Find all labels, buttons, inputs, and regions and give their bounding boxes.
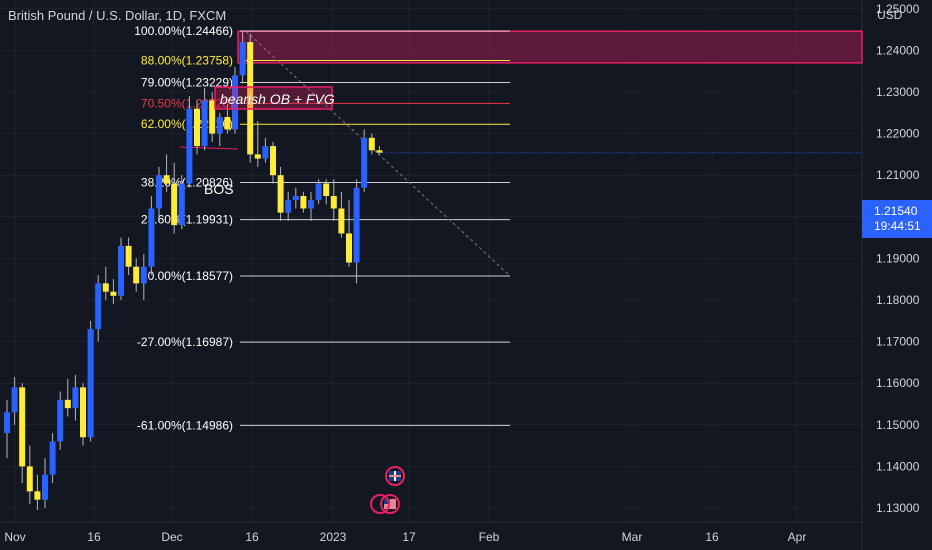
candle-body — [270, 146, 276, 176]
candle-body — [239, 42, 246, 76]
currency-label: USD — [877, 8, 903, 22]
candle-body — [254, 154, 261, 159]
fib-level-label: 100.00%(1.24466) — [134, 24, 233, 38]
candle-body — [49, 441, 56, 475]
candle-body — [72, 387, 79, 409]
price-tick-label: 1.18000 — [876, 293, 920, 307]
candle-body — [353, 187, 360, 263]
fib-level-label: 23.60%(1.19931) — [141, 213, 233, 227]
candle-body — [171, 183, 178, 226]
bar-countdown: 19:44:51 — [874, 219, 921, 233]
ob-zone — [237, 30, 863, 64]
candle-body — [11, 387, 18, 413]
last-price-tag: 1.21540 19:44:51 — [862, 200, 932, 238]
candle-body — [42, 474, 48, 500]
candle-body — [330, 196, 337, 209]
candle-body — [133, 266, 140, 284]
time-tick-label: 16 — [705, 530, 719, 544]
candle-body — [57, 399, 64, 442]
price-tick-label: 1.14000 — [876, 459, 920, 473]
candle-body — [308, 200, 314, 209]
candle-body — [125, 245, 132, 267]
time-tick-label: 17 — [402, 530, 416, 544]
bos-label: BOS — [204, 181, 234, 197]
us-flag-icon[interactable] — [370, 494, 400, 514]
ob-label-box — [214, 86, 333, 110]
price-tick-label: 1.22000 — [876, 127, 920, 141]
candle-body — [194, 108, 200, 147]
time-tick-label: 2023 — [320, 530, 347, 544]
candle-body — [140, 266, 147, 284]
candle-body — [64, 399, 71, 409]
candle-body — [186, 108, 193, 184]
candle-body — [34, 491, 41, 500]
candle-body — [368, 137, 375, 151]
candle-body — [247, 42, 254, 155]
fib-level-label: 88.00%(1.23758) — [141, 53, 233, 67]
price-tick-label: 1.19000 — [876, 251, 920, 265]
fib-level-label: -27.00%(1.16987) — [137, 335, 233, 349]
time-tick-label: Feb — [479, 530, 500, 544]
candle-body — [156, 175, 162, 209]
price-tick-label: 1.15000 — [876, 418, 920, 432]
time-tick-label: Apr — [788, 530, 807, 544]
candle-body — [209, 100, 216, 134]
candle-body — [300, 196, 307, 209]
fib-level-label: 79.00%(1.23229) — [141, 75, 233, 89]
fib-level-label: -61.00%(1.14986) — [137, 418, 233, 432]
candle-body — [285, 200, 292, 213]
time-tick-label: 16 — [245, 530, 259, 544]
candle-body — [232, 75, 238, 130]
last-price-value: 1.21540 — [874, 204, 918, 218]
uk-flag-icon[interactable] — [385, 466, 405, 486]
flag-canton — [384, 499, 390, 504]
fib-level-label: 0.00%(1.18577) — [148, 269, 233, 283]
candle-body — [95, 283, 102, 330]
time-tick-label: Dec — [161, 530, 182, 544]
candle-body — [216, 116, 223, 134]
flag-ring-extra — [370, 494, 390, 514]
price-tick-label: 1.17000 — [876, 335, 920, 349]
price-tick-label: 1.21000 — [876, 168, 920, 182]
candle-body — [201, 100, 208, 147]
candle-body — [338, 208, 345, 234]
candle-body — [262, 146, 269, 159]
candle-body — [148, 208, 155, 267]
candle-body — [178, 183, 185, 226]
candle-body — [26, 466, 33, 492]
candle-body — [361, 137, 368, 188]
price-tick-label: 1.24000 — [876, 43, 920, 57]
candle-body — [102, 283, 109, 292]
candle-body — [80, 387, 86, 438]
price-tick-label: 1.13000 — [876, 501, 920, 515]
price-tick-label: 1.23000 — [876, 85, 920, 99]
candle-body — [346, 233, 352, 263]
candle-body — [224, 116, 231, 130]
candle-body — [163, 175, 170, 184]
candle-body — [4, 412, 10, 434]
candle-body — [376, 150, 383, 153]
candle-body — [277, 175, 284, 213]
candle-body — [292, 196, 299, 201]
time-tick-label: Mar — [622, 530, 643, 544]
candle-body — [87, 329, 94, 438]
time-tick-label: Nov — [4, 530, 25, 544]
candle-body — [323, 183, 330, 196]
candle-body — [315, 183, 322, 201]
time-tick-label: 16 — [87, 530, 101, 544]
ob-label: bearish OB + FVG — [220, 91, 335, 107]
candle-body — [118, 245, 124, 296]
price-tick-label: 1.16000 — [876, 376, 920, 390]
symbol-title[interactable]: British Pound / U.S. Dollar, 1D, FXCM — [8, 8, 227, 23]
candle-body — [19, 387, 26, 467]
candle-body — [110, 291, 117, 296]
price-tick-label: 1.25000 — [876, 2, 920, 16]
